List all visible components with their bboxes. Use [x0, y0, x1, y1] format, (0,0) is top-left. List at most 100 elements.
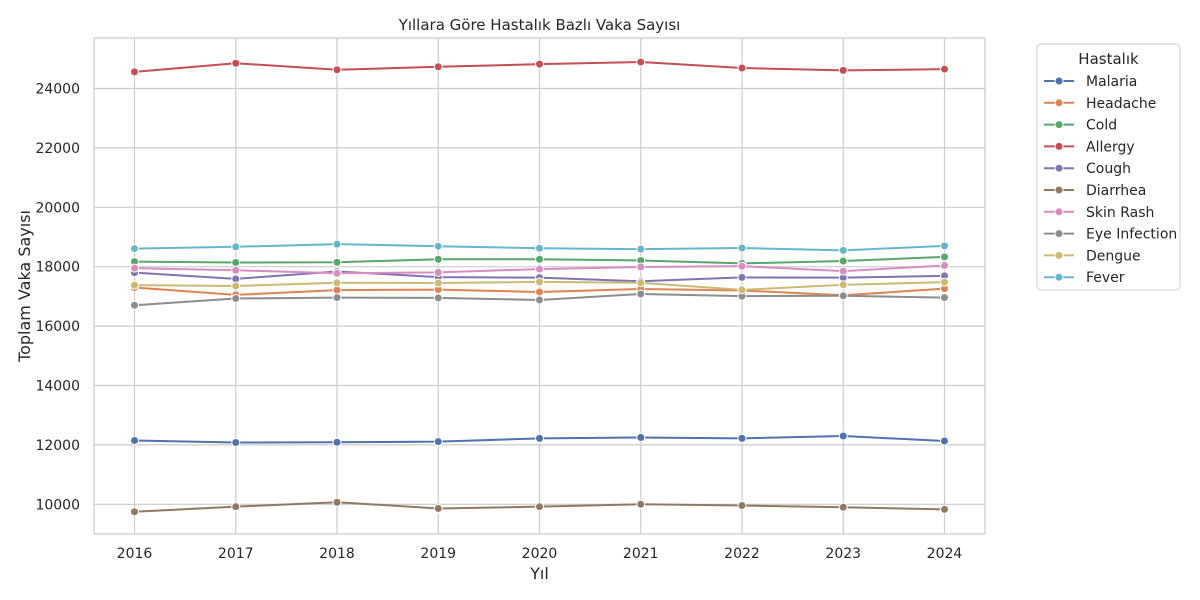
data-point [535, 243, 544, 253]
legend-marker [1054, 98, 1064, 108]
data-point [636, 244, 646, 254]
x-tick-label: 2017 [218, 546, 254, 562]
data-point [130, 280, 139, 290]
data-point [636, 499, 646, 509]
legend: Hastalık Malaria Headache Cold Allergy Cough… [1036, 43, 1181, 291]
x-tick-label: 2021 [623, 546, 659, 562]
x-tick-label: 2016 [117, 546, 153, 562]
data-point [636, 57, 646, 67]
legend-marker [1054, 76, 1064, 86]
data-point [737, 285, 747, 295]
data-point [130, 263, 139, 273]
data-point [332, 65, 342, 75]
data-point [737, 243, 747, 253]
data-point [940, 64, 949, 74]
data-point [332, 268, 342, 278]
series-skin-rash [130, 261, 949, 278]
data-point [737, 272, 747, 282]
legend-title: Hastalık [1078, 50, 1139, 68]
data-point [838, 502, 848, 512]
series-eye-infection [130, 289, 949, 310]
data-point [535, 433, 544, 443]
data-point [636, 432, 646, 442]
data-point [332, 278, 342, 288]
legend-item: Cold [1044, 118, 1117, 134]
data-point [433, 62, 443, 72]
x-tick-label: 2018 [319, 546, 355, 562]
data-point [535, 277, 544, 287]
legend-label: Dengue [1086, 248, 1141, 264]
data-point [332, 257, 342, 267]
data-point [940, 261, 949, 271]
data-point [940, 252, 949, 262]
data-point [231, 438, 241, 448]
x-tick-label: 2020 [522, 546, 558, 562]
data-point [332, 239, 342, 249]
data-point [332, 285, 342, 295]
legend-item: Headache [1044, 96, 1156, 112]
x-tick-label: 2023 [825, 546, 861, 562]
legend-item: Malaria [1044, 74, 1137, 90]
y-tick-label: 20000 [35, 200, 80, 216]
plot-frame [93, 37, 986, 535]
data-point [535, 295, 544, 305]
legend-marker [1054, 250, 1064, 260]
y-axis-label: Toplam Vaka Sayısı [15, 210, 34, 363]
series-allergy [130, 57, 949, 77]
legend-marker [1054, 229, 1064, 239]
y-tick-labels: 10000 12000 14000 16000 18000 20000 22000 24000 [35, 81, 80, 513]
data-point [838, 266, 848, 276]
series-fever [130, 239, 949, 255]
data-point [130, 244, 139, 254]
data-point [332, 293, 342, 303]
data-point [737, 261, 747, 271]
y-tick-label: 24000 [35, 81, 80, 97]
series-malaria [130, 431, 949, 448]
data-point [636, 278, 646, 288]
legend-box [1036, 43, 1181, 291]
data-point [737, 433, 747, 443]
data-point [838, 291, 848, 301]
legend-label: Skin Rash [1086, 205, 1154, 221]
legend-marker [1054, 207, 1064, 217]
data-point [737, 63, 747, 73]
legend-label: Fever [1086, 270, 1125, 286]
legend-label: Headache [1086, 96, 1156, 112]
data-point [433, 241, 443, 251]
legend-marker [1054, 272, 1064, 282]
legend-label: Malaria [1086, 74, 1137, 90]
data-point [433, 293, 443, 303]
series-diarrhea [130, 497, 949, 517]
legend-item: Allergy [1044, 139, 1135, 155]
data-point [231, 58, 241, 68]
data-point [130, 507, 139, 517]
legend-marker [1054, 163, 1064, 173]
y-tick-label: 12000 [35, 438, 80, 454]
legend-label: Allergy [1086, 139, 1135, 155]
data-point [231, 265, 241, 275]
data-point [231, 293, 241, 303]
data-point [940, 504, 949, 514]
data-point [535, 254, 544, 264]
data-point [940, 277, 949, 287]
data-point [535, 287, 544, 297]
data-point [130, 67, 139, 77]
data-point [737, 500, 747, 510]
data-point [433, 254, 443, 264]
series-cold [130, 252, 949, 268]
legend-label: Cold [1086, 118, 1117, 134]
legend-item: Diarrhea [1044, 183, 1146, 199]
legend-marker [1054, 185, 1064, 195]
series-layer [130, 57, 949, 517]
data-point [636, 262, 646, 272]
data-point [231, 502, 241, 512]
data-point [940, 241, 949, 251]
data-point [231, 281, 241, 291]
legend-items: Malaria Headache Cold Allergy Cough Diarrhea S… [1044, 74, 1177, 286]
y-tick-label: 18000 [35, 260, 80, 276]
data-point [535, 59, 544, 69]
data-point [433, 503, 443, 513]
x-axis-label: Yıl [529, 564, 549, 583]
y-tick-label: 16000 [35, 319, 80, 335]
